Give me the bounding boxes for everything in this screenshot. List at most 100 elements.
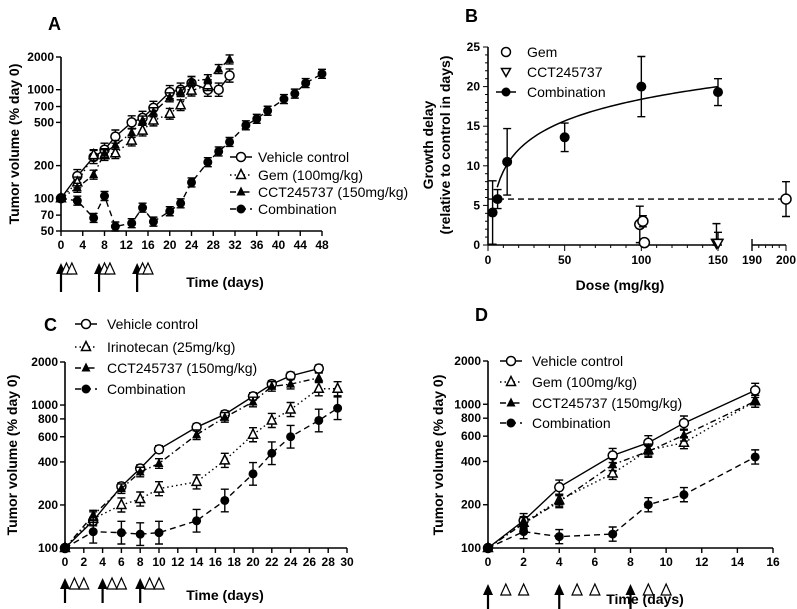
open-circle-marker [126,117,137,128]
filled-circle-marker [263,106,273,116]
x-tick-label: 0 [62,555,69,569]
x-tick-label: 20 [246,555,260,569]
legend-label: Vehicle control [258,149,349,165]
filled-circle-marker [241,120,251,130]
filled-triangle-marker [116,483,126,493]
filled-triangle-marker [214,63,224,73]
open-circle-marker [637,215,649,227]
x-tick-label: 200 [776,253,796,267]
open-circle-marker [505,355,517,367]
fit-curve [496,85,719,188]
series-combination [483,449,760,553]
y-tick-label: 200 [461,498,481,512]
series-line [64,388,338,549]
legend-label: Combination [107,381,186,397]
open-triangle-marker [219,453,231,465]
dose-triangle-icon [153,576,165,590]
series-vehicle-control [59,363,325,554]
filled-circle-marker [176,198,186,208]
y-tick-label: 25 [467,40,481,54]
filled-circle-marker [301,78,311,88]
open-triangle-marker [190,474,203,487]
x-tick-label: 14 [731,555,745,569]
y-tick-label: 0 [473,238,480,252]
filled-circle-marker [72,196,82,206]
dose-triangle-icon [115,576,128,590]
filled-circle-marker [88,527,98,537]
y-tick-label: 1000 [27,83,54,97]
filled-triangle-marker [554,496,564,506]
open-triangle-marker [87,147,100,160]
dose-arrow-icon [97,578,108,589]
filled-circle-marker [317,69,327,79]
filled-circle-marker [487,207,498,218]
filled-circle-marker [252,114,262,124]
series-combination [487,55,723,245]
series-line [60,58,231,199]
filled-triangle-marker [192,429,202,439]
dose-triangle-icon [104,261,116,275]
x-tick-label: 0 [485,555,492,569]
x-tick-label: 6 [592,555,599,569]
y-axis-title: Tumor volume (% day 0) [4,375,20,536]
y-tick-label: 800 [38,412,58,426]
open-triangle-marker [185,83,198,95]
legend-label: Vehicle control [532,353,623,369]
dose-triangle-icon [642,582,655,596]
y-tick-label: 600 [38,430,58,444]
filled-circle-marker [267,448,277,458]
open-circle-marker [224,70,235,81]
x-tick-label: 20 [163,238,177,252]
series-gem [634,180,792,249]
open-circle-marker [153,444,165,455]
x-tick-label: 4 [79,238,86,252]
filled-triangle-marker [88,509,98,519]
open-triangle-marker [266,413,278,425]
open-triangle-marker [153,481,165,493]
open-triangle-marker [164,106,176,119]
y-tick-label: 600 [461,429,481,443]
y-tick-label: 400 [38,455,58,469]
open-triangle-marker [606,466,619,478]
dose-triangle-icon [499,582,512,596]
x-axis-title: Dose (mg/kg) [576,277,665,293]
legend-label: Gem [527,44,557,60]
panel-letter: A [48,14,61,34]
y-tick-label: 200 [38,498,58,512]
open-circle-marker [80,318,92,330]
x-tick-label: 4 [556,555,563,569]
series-combination [56,68,327,232]
series-line [60,84,209,199]
dose-arrow-icon [483,584,493,595]
series-cct245737-150mg-kg- [56,53,235,202]
open-circle-marker [780,193,792,205]
series-line [487,389,756,549]
x-tick-label: 30 [340,555,354,569]
open-circle-marker [500,46,512,58]
y-axis-title: Tumor volume (% day 0) [6,64,22,225]
y-tick-label: 100 [34,191,54,205]
dose-arrow-icon [60,578,70,589]
x-tick-label: 36 [250,238,264,252]
filled-circle-marker [506,418,516,428]
open-triangle-marker [115,497,128,510]
filled-circle-marker [56,193,66,203]
filled-triangle-marker [187,75,196,85]
filled-circle-marker [519,527,529,537]
legend-label: Vehicle control [107,316,198,332]
filled-triangle-marker [506,397,516,407]
legend-label: CCT245737 (150mg/kg) [258,184,408,200]
x-tick-label: 14 [190,555,204,569]
x-tick-label: 44 [294,238,308,252]
filled-circle-marker [220,495,230,505]
filled-circle-marker [483,543,493,553]
x-tick-label: 12 [695,555,709,569]
x-tick-label: 150 [708,253,728,267]
panel-letter: C [44,315,57,335]
filled-triangle-marker [750,395,760,405]
y-tick-label: 200 [34,159,54,173]
x-tick-label: 8 [137,555,144,569]
